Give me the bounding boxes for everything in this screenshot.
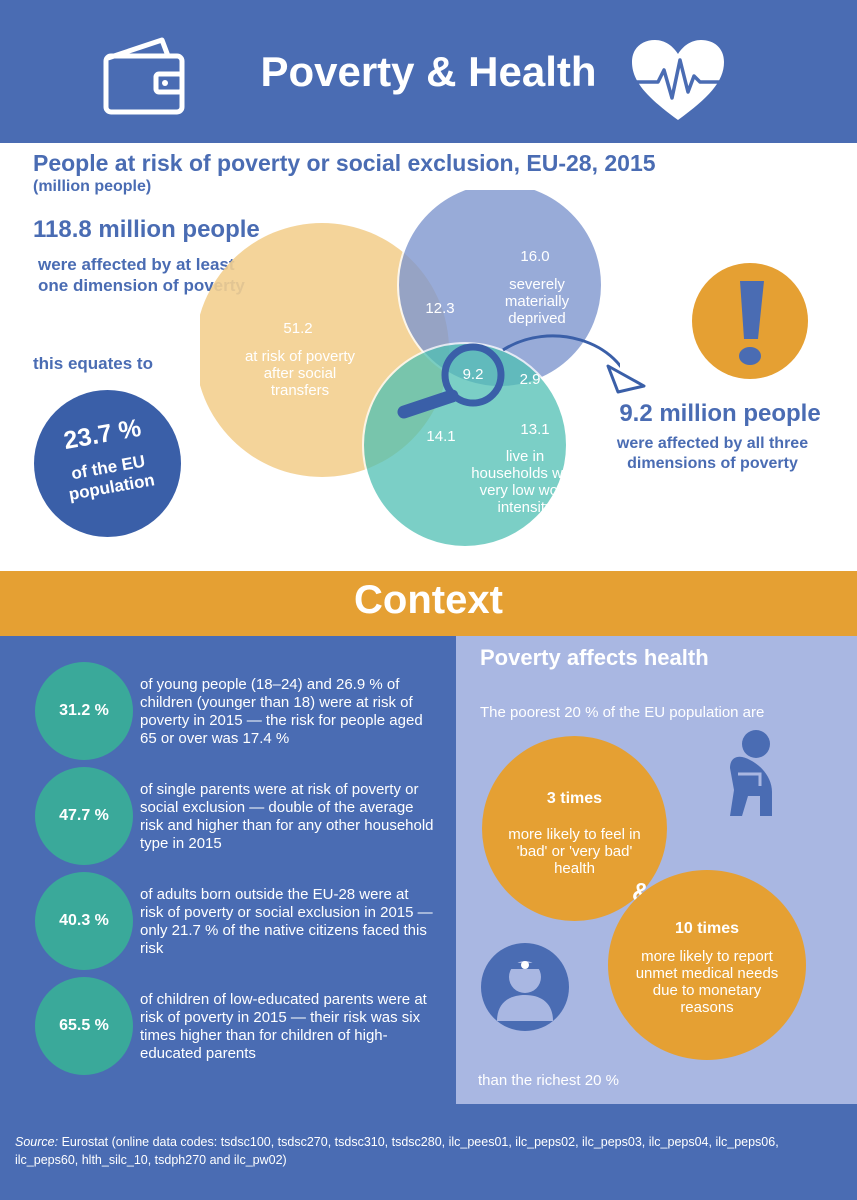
venn-title: People at risk of poverty or social excl… bbox=[33, 150, 656, 176]
venn-overlap-all-three: 9.2 bbox=[462, 366, 484, 383]
eu-share-circle bbox=[34, 390, 181, 537]
sick-person-icon bbox=[730, 730, 772, 816]
page-title: Poverty & Health bbox=[260, 48, 597, 95]
eu-share-text: 23.7 % of the EU population bbox=[22, 378, 192, 548]
arrow-head-icon bbox=[606, 364, 646, 394]
health-times-2: 10 times bbox=[674, 920, 740, 937]
stat-text: of adults born outside the EU-28 were at… bbox=[140, 886, 433, 957]
total-people-description: were affected by at least one dimension … bbox=[38, 255, 245, 295]
venn-deprived-value: 16.0 bbox=[520, 248, 550, 265]
source-note: Source: Eurostat (online data codes: tsd… bbox=[15, 1133, 845, 1169]
exclamation-icon bbox=[692, 263, 808, 379]
source-text: Eurostat (online data codes: tsdsc100, t… bbox=[15, 1135, 779, 1167]
health-circle-1 bbox=[482, 736, 667, 921]
venn-poverty-value: 51.2 bbox=[283, 320, 313, 337]
stat-text: of single parents were at risk of povert… bbox=[140, 781, 434, 852]
health-title: Poverty affects health bbox=[480, 645, 709, 670]
venn-work-value: 13.1 bbox=[520, 421, 550, 438]
equates-label: this equates to bbox=[33, 354, 153, 373]
arrow-connector bbox=[502, 334, 620, 369]
health-text-1: more likely to feel in 'bad' or 'very ba… bbox=[508, 826, 641, 877]
health-intro: The poorest 20 % of the EU population ar… bbox=[480, 704, 765, 721]
venn-circle-work bbox=[362, 342, 568, 548]
venn-overlap-poverty-work: 14.1 bbox=[426, 428, 456, 445]
context-title: Context bbox=[354, 578, 503, 622]
health-text-2: more likely to report unmet medical need… bbox=[635, 948, 779, 1016]
health-outro: than the richest 20 % bbox=[478, 1072, 619, 1089]
magnifier-icon bbox=[397, 343, 505, 419]
venn-work-label: live in households with very low work in… bbox=[471, 448, 579, 516]
venn-overlap-poverty-deprived: 12.3 bbox=[425, 300, 455, 317]
context-banner bbox=[0, 571, 857, 636]
health-times-1: 3 times bbox=[546, 790, 603, 807]
stat-circle: 65.5 % bbox=[35, 977, 133, 1075]
total-people-headline: 118.8 million people bbox=[33, 216, 260, 243]
venn-poverty-label: at risk of poverty after social transfer… bbox=[244, 348, 356, 399]
stat-circle: 31.2 % bbox=[35, 662, 133, 760]
venn-overlap-deprived-work: 2.9 bbox=[519, 371, 541, 388]
venn-deprived-label: severely materially deprived bbox=[504, 276, 570, 327]
heartbeat-icon bbox=[632, 40, 724, 120]
source-label: Source: bbox=[15, 1135, 59, 1149]
stat-circle: 47.7 % bbox=[35, 767, 133, 865]
health-circle-2 bbox=[608, 870, 806, 1060]
all-three-headline: 9.2 million people bbox=[619, 400, 821, 427]
stat-text: of young people (18–24) and 26.9 % of ch… bbox=[140, 676, 423, 747]
doctor-icon bbox=[481, 943, 569, 1031]
all-three-description: were affected by all three dimensions of… bbox=[616, 435, 809, 472]
venn-diagram bbox=[200, 190, 620, 548]
footer-bar bbox=[0, 1104, 857, 1200]
stat-text: of children of low-educated parents were… bbox=[140, 991, 427, 1062]
stat-circle: 40.3 % bbox=[35, 872, 133, 970]
wallet-icon bbox=[103, 37, 185, 115]
venn-subtitle: (million people) bbox=[33, 178, 152, 195]
